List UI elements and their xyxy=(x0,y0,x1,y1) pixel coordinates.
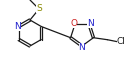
Text: Cl: Cl xyxy=(117,37,126,46)
Text: N: N xyxy=(14,21,21,30)
Text: O: O xyxy=(70,19,77,28)
Text: N: N xyxy=(87,19,93,28)
Text: S: S xyxy=(36,3,42,12)
Text: N: N xyxy=(79,43,85,52)
